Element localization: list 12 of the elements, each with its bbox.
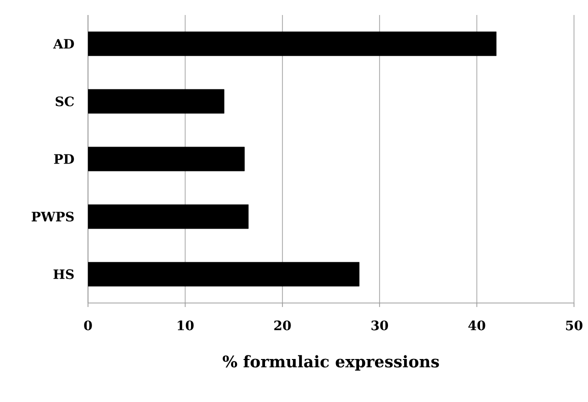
- y-tick-label: PD: [54, 154, 74, 164]
- x-tick-label: 50: [566, 320, 582, 330]
- y-tick-label: AD: [53, 39, 74, 49]
- x-tick-label: 10: [178, 320, 194, 330]
- x-axis-title: % formulaic expressions: [222, 355, 439, 371]
- x-tick-label: 30: [372, 320, 388, 330]
- x-tick-label: 40: [468, 320, 486, 330]
- y-tick-label: PWPS: [32, 212, 74, 222]
- y-tick-label: SC: [56, 96, 74, 106]
- x-tick-label: 0: [84, 320, 92, 330]
- x-tick-label: 20: [274, 320, 291, 330]
- y-tick-label: HS: [54, 269, 74, 280]
